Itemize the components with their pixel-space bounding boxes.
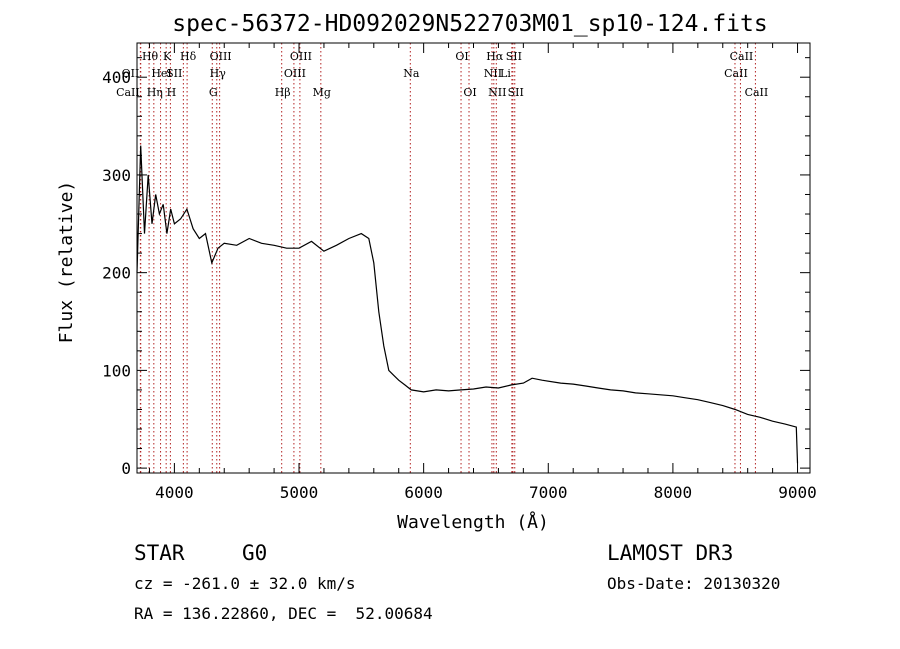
x-axis: 4000 5000 6000 7000 8000 9000 [148, 43, 817, 502]
y-tick-label: 300 [102, 166, 131, 185]
spectral-line-markers [139, 43, 756, 473]
survey-name: LAMOST DR3 [607, 541, 733, 565]
x-tick-label: 5000 [280, 483, 319, 502]
line-label: Hη [147, 86, 163, 99]
line-label: HeI [151, 67, 171, 80]
line-label: OI [455, 50, 468, 63]
object-class: STAR [134, 541, 185, 565]
x-tick-label: 6000 [404, 483, 443, 502]
line-label: OIII [290, 50, 312, 63]
line-label: OI [463, 86, 476, 99]
line-label: CaII [116, 86, 140, 99]
y-tick-label: 200 [102, 264, 131, 283]
line-label: CaII [724, 67, 748, 80]
line-label: OIII [210, 50, 232, 63]
spectrum-line [136, 145, 799, 464]
y-tick-label: 0 [121, 459, 131, 478]
y-tick-label: 400 [102, 68, 131, 87]
x-tick-label: 4000 [155, 483, 194, 502]
y-axis-label: Flux (relative) [56, 181, 77, 344]
line-label: SII [508, 86, 524, 99]
line-label: Mg [313, 86, 331, 99]
line-label: Hβ [275, 86, 291, 99]
line-label: Na [403, 67, 420, 80]
chart-title: spec-56372-HD092029N522703M01_sp10-124.f… [172, 11, 767, 37]
line-label: Hθ [142, 50, 159, 63]
spectral-line-labels: OII CaII Hθ Hη HeI K H SII Hδ G Hγ OIII Hβ OIII OIII Mg… [116, 50, 768, 99]
redshift-info: cz = -261.0 ± 32.0 km/s [134, 574, 356, 593]
x-tick-label: 8000 [654, 483, 693, 502]
x-tick-label: 7000 [529, 483, 568, 502]
line-label: OIII [284, 67, 306, 80]
line-label: G [209, 86, 218, 99]
line-label: Hδ [180, 50, 197, 63]
line-label: CaII [745, 86, 769, 99]
line-label: NII [484, 67, 502, 80]
y-axis: 0 100 200 300 400 [102, 57, 810, 478]
x-tick-label: 9000 [778, 483, 817, 502]
x-axis-label: Wavelength (Å) [397, 511, 549, 533]
line-label: Hα [486, 50, 504, 63]
line-label: OII [122, 67, 140, 80]
coordinates: RA = 136.22860, DEC = 52.00684 [134, 604, 433, 623]
observation-date: Obs-Date: 20130320 [607, 574, 780, 593]
line-label: CaII [730, 50, 754, 63]
plot-frame [136, 42, 811, 474]
line-label: H [167, 86, 177, 99]
object-subclass: G0 [242, 541, 267, 565]
line-label: NII [488, 86, 506, 99]
line-label: K [163, 50, 172, 63]
line-label: Hγ [210, 67, 227, 80]
y-tick-label: 100 [102, 361, 131, 380]
line-label: SII [166, 67, 182, 80]
line-label: SII [506, 50, 522, 63]
line-label: Li [500, 67, 511, 80]
